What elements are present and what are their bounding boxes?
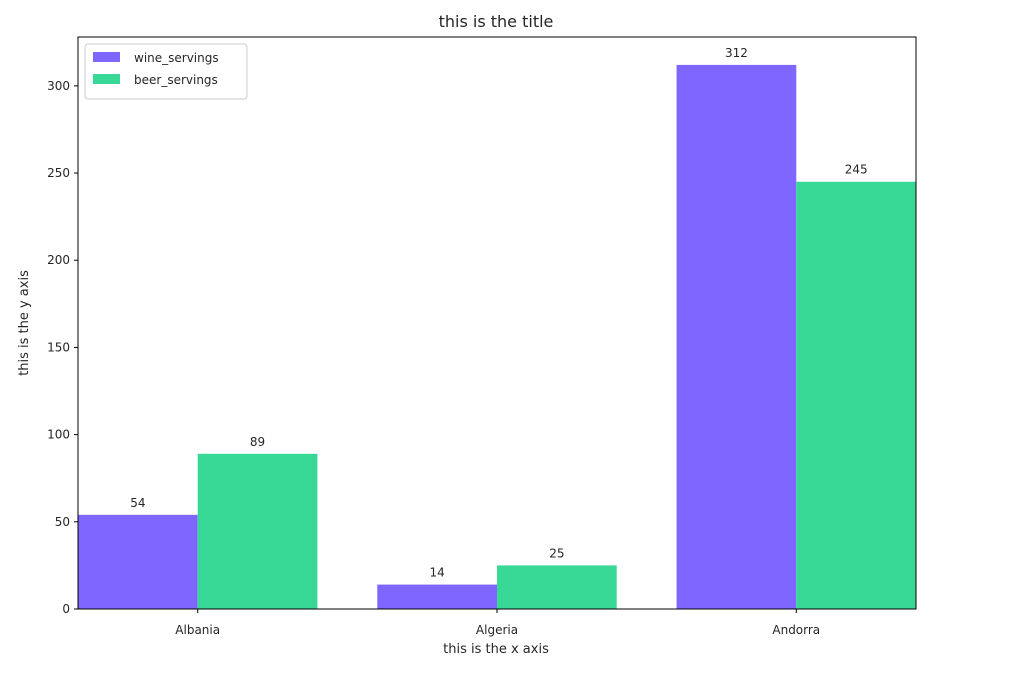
data-label-beer-servings-algeria: 25 xyxy=(549,546,564,560)
x-axis-title: this is the x axis xyxy=(443,642,549,657)
y-axis-title: this is the y axis xyxy=(17,270,32,376)
y-tick-label-300: 300 xyxy=(47,79,70,93)
y-tick-label-0: 0 xyxy=(62,602,70,616)
y-tick-label-50: 50 xyxy=(55,515,70,529)
bar-beer-servings-andorra xyxy=(796,181,916,609)
x-tick-label-albania: Albania xyxy=(175,623,220,637)
bar-wine-servings-andorra xyxy=(676,64,797,609)
value-labels-group: 54 14 312 89 25 245 xyxy=(130,46,867,580)
legend-swatch-wine-servings xyxy=(93,52,120,62)
y-tick-label-200: 200 xyxy=(47,253,70,267)
data-label-beer-servings-albania: 89 xyxy=(250,435,265,449)
x-tick-label-algeria: Algeria xyxy=(476,623,518,637)
x-axis-ticks: Albania Algeria Andorra xyxy=(175,609,820,637)
bars-group xyxy=(78,64,916,609)
y-tick-label-150: 150 xyxy=(47,340,70,354)
legend-label-beer-servings: beer_servings xyxy=(134,73,218,87)
x-tick-label-andorra: Andorra xyxy=(772,623,820,637)
data-label-beer-servings-andorra: 245 xyxy=(845,163,868,177)
chart-title: this is the title xyxy=(439,12,554,31)
data-label-wine-servings-albania: 54 xyxy=(130,496,145,510)
legend-label-wine-servings: wine_servings xyxy=(134,51,219,65)
bar-wine-servings-albania xyxy=(78,514,198,609)
bar-wine-servings-algeria xyxy=(377,584,497,609)
legend-box xyxy=(84,43,248,100)
data-label-wine-servings-algeria: 14 xyxy=(430,566,445,580)
data-label-wine-servings-andorra: 312 xyxy=(725,46,748,60)
y-tick-label-250: 250 xyxy=(47,166,70,180)
bar-beer-servings-albania xyxy=(197,453,318,609)
bar-beer-servings-algeria xyxy=(497,565,617,609)
legend-swatch-beer-servings xyxy=(93,74,120,84)
plot-frame xyxy=(77,36,917,610)
legend: wine_servings beer_servings xyxy=(84,43,248,100)
y-tick-label-100: 100 xyxy=(47,428,70,442)
y-axis-ticks: 0 50 100 150 200 250 300 xyxy=(47,79,78,616)
